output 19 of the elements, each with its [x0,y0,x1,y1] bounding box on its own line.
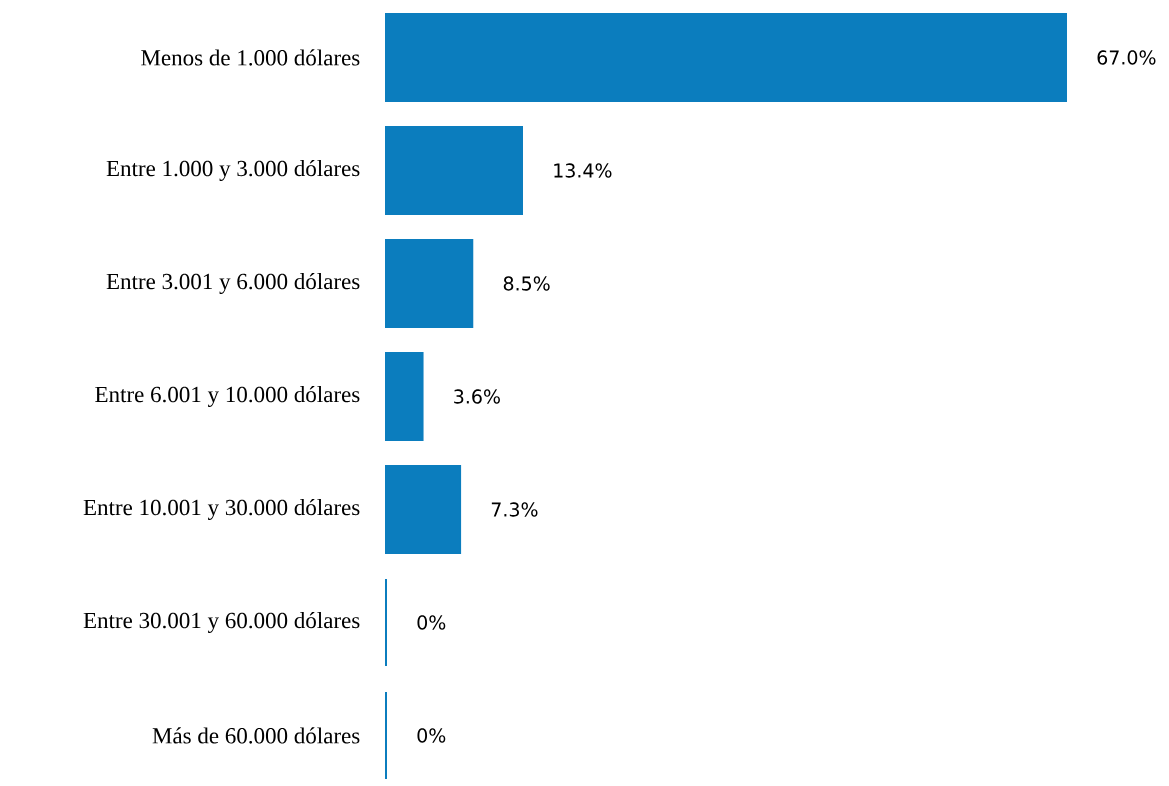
data-label: 0% [417,728,446,743]
bar [385,126,523,215]
data-label: 67.0% [1097,50,1156,65]
y-tick-label: Menos de 1.000 dólares [141,49,360,66]
bar [385,239,474,328]
data-label: 13.4% [554,163,612,178]
bar [385,13,1067,102]
data-label: 7.3% [491,502,538,517]
data-label: 8.5% [503,276,550,291]
y-tick-label: Entre 6.001 y 10.000 dólares [95,386,360,407]
bar [385,465,462,554]
data-label: 0% [417,615,446,630]
y-tick-label: Entre 30.001 y 60.000 dólares [83,612,360,633]
bar [385,352,424,441]
data-label: 3.6% [454,389,500,404]
y-tick-label: Entre 3.001 y 6.000 dólares [106,273,360,294]
y-tick-label: Entre 10.001 y 30.000 dólares [83,499,360,520]
y-tick-label: Más de 60.000 dólares [152,727,360,744]
y-tick-label: Entre 1.000 y 3.000 dólares [106,160,360,181]
